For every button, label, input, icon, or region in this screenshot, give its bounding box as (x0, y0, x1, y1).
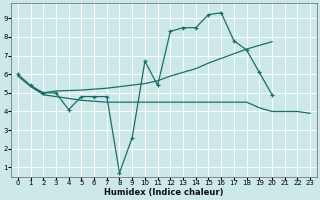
X-axis label: Humidex (Indice chaleur): Humidex (Indice chaleur) (104, 188, 224, 197)
